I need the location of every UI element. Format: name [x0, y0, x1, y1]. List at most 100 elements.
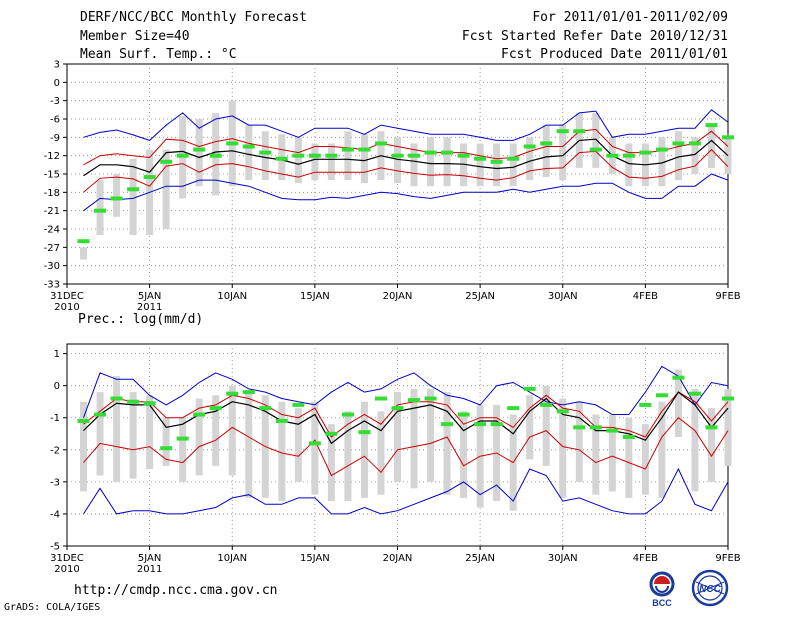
- precipitation-member-bar: [311, 401, 319, 495]
- temperature-observed-mark: [160, 159, 173, 164]
- temperature-y-tick-label: 3: [54, 60, 60, 71]
- precipitation-member-bar: [658, 401, 666, 498]
- precipitation-y-tick-label: 1: [54, 349, 60, 360]
- temperature-observed-mark: [457, 153, 470, 158]
- precipitation-member-bar: [129, 392, 137, 479]
- temperature-member-bar: [592, 112, 600, 168]
- precipitation-member-bar: [674, 369, 682, 437]
- precipitation-x-tick-label: 15JAN: [300, 553, 330, 564]
- precipitation-x-tick-label: 4FEB: [633, 553, 658, 564]
- temperature-member-bar: [129, 158, 137, 236]
- temperature-observed-mark: [176, 153, 189, 158]
- variable-label: Mean Surf. Temp.: °C: [80, 47, 237, 62]
- precipitation-observed-mark: [176, 436, 189, 441]
- precipitation-x-tick-label: 25JAN: [465, 553, 495, 564]
- precipitation-member-bar: [245, 392, 253, 498]
- temperature-observed-mark: [77, 239, 90, 244]
- precipitation-member-bar: [575, 401, 583, 482]
- precipitation-observed-mark: [606, 428, 619, 433]
- temperature-member-bar: [360, 134, 368, 184]
- precipitation-member-bar: [641, 424, 649, 495]
- temperature-observed-mark: [606, 153, 619, 158]
- temperature-y-tick-label: -30: [44, 261, 60, 272]
- precipitation-observed-mark: [77, 418, 90, 423]
- precipitation-observed-mark: [474, 422, 487, 427]
- precipitation-observed-mark: [110, 396, 123, 401]
- temperature-observed-mark: [275, 156, 288, 161]
- precipitation-x-tick-sublabel: 2010: [54, 564, 79, 575]
- ncc-logo: NCC: [691, 569, 729, 607]
- precipitation-upper-line: [83, 391, 729, 438]
- precipitation-member-bar: [592, 414, 600, 495]
- temperature-observed-mark: [341, 147, 354, 152]
- forecast-started: Fcst Started Refer Date 2010/12/31: [461, 29, 728, 44]
- precipitation-mean-line: [83, 391, 729, 445]
- temperature-member-bar: [542, 125, 550, 178]
- temperature-observed-mark: [259, 150, 272, 155]
- precipitation-x-tick-label: 10JAN: [217, 553, 247, 564]
- precipitation-member-bar: [526, 395, 534, 460]
- precipitation-y-tick-label: -2: [50, 445, 60, 456]
- temperature-member-bar: [311, 143, 319, 181]
- precipitation-member-bar: [179, 417, 187, 482]
- temperature-observed-mark: [242, 144, 255, 149]
- temperature-observed-mark: [589, 147, 602, 152]
- temperature-observed-mark: [325, 153, 338, 158]
- member-size: Member Size=40: [80, 29, 190, 44]
- precipitation-observed-mark: [556, 409, 569, 414]
- temperature-member-bar: [625, 143, 633, 187]
- temperature-x-tick-label: 25JAN: [465, 291, 495, 302]
- temperature-member-bar: [245, 125, 253, 181]
- precipitation-member-bar: [113, 376, 121, 482]
- temperature-member-bar: [96, 180, 104, 236]
- temperature-member-bar: [113, 174, 121, 217]
- temperature-member-bar: [427, 137, 435, 187]
- precipitation-observed-mark: [275, 418, 288, 423]
- temperature-observed-mark: [424, 150, 437, 155]
- precipitation-x-tick-label: 5JAN: [138, 553, 161, 564]
- precipitation-observed-mark: [424, 396, 437, 401]
- temperature-y-tick-label: -27: [44, 243, 60, 254]
- temperature-observed-mark: [391, 153, 404, 158]
- precipitation-x-tick-label: 20JAN: [383, 553, 413, 564]
- temperature-y-tick-label: -24: [44, 225, 60, 236]
- precipitation-observed-mark: [589, 425, 602, 430]
- temperature-member-bar: [162, 149, 170, 229]
- temperature-observed-mark: [193, 147, 206, 152]
- footer-url[interactable]: http://cmdp.ncc.cma.gov.cn: [74, 583, 278, 598]
- temperature-member-bar: [195, 119, 203, 187]
- temperature-y-tick-label: 0: [54, 78, 60, 89]
- precipitation-member-bar: [427, 388, 435, 482]
- temperature-observed-mark: [209, 153, 222, 158]
- temperature-observed-mark: [358, 147, 371, 152]
- precipitation-member-bar: [410, 388, 418, 489]
- temperature-y-tick-label: -21: [44, 206, 60, 217]
- precipitation-x-tick-label: 31DEC: [50, 553, 84, 564]
- precipitation-observed-mark: [672, 375, 685, 380]
- temperature-member-bar: [410, 143, 418, 187]
- temperature-observed-mark: [639, 150, 652, 155]
- forecast-period: For 2011/01/01-2011/02/09: [532, 10, 728, 25]
- precipitation-observed-mark: [341, 412, 354, 417]
- precipitation-observed-mark: [688, 391, 701, 396]
- precipitation-max-line: [83, 365, 729, 418]
- temperature-x-tick-sublabel: 2010: [54, 302, 79, 313]
- temperature-observed-mark: [556, 129, 569, 134]
- temperature-observed-mark: [292, 153, 305, 158]
- precipitation-observed-mark: [540, 402, 553, 407]
- footer-credit: GrADS: COLA/IGES: [4, 602, 101, 613]
- temperature-observed-mark: [672, 141, 685, 146]
- precipitation-observed-mark: [507, 406, 520, 411]
- temperature-member-bar: [509, 143, 517, 187]
- temperature-x-tick-label: 10JAN: [217, 291, 247, 302]
- precipitation-observed-mark: [242, 390, 255, 395]
- temperature-mean-line: [83, 138, 729, 177]
- precipitation-observed-mark: [722, 396, 734, 401]
- precipitation-member-bar: [360, 401, 368, 498]
- temperature-observed-mark: [474, 156, 487, 161]
- temperature-y-tick-label: -6: [50, 115, 60, 126]
- precipitation-observed-mark: [655, 393, 668, 398]
- precipitation-member-bar: [625, 417, 633, 498]
- temperature-observed-mark: [540, 141, 553, 146]
- bcc-logo-text: BCC: [652, 598, 672, 608]
